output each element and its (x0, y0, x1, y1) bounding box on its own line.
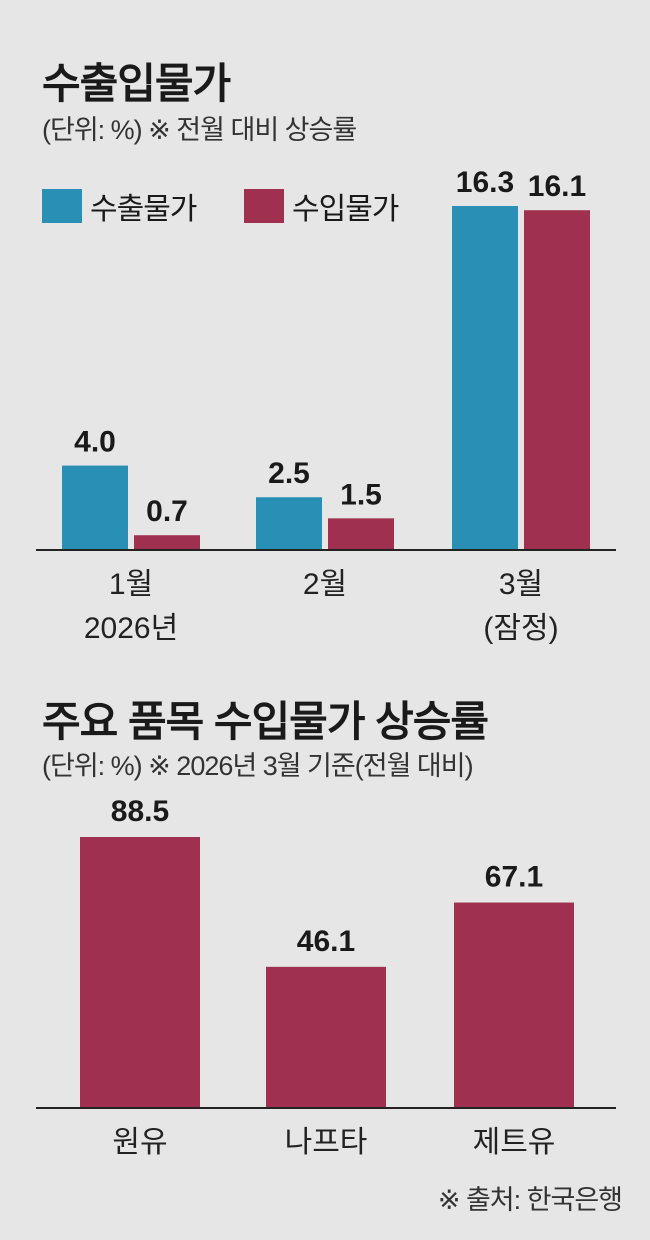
bar-import-2 (328, 518, 394, 550)
legend-label-export: 수출물가 (90, 193, 197, 226)
value-label-item-2: 46.1 (297, 925, 355, 958)
value-label-export-2: 2.5 (268, 457, 310, 490)
value-label-item-3: 67.1 (485, 861, 543, 894)
legend-swatch-export (42, 189, 82, 223)
x-tick-label-1: 1월 (109, 568, 153, 601)
x-tick-label-2: 2월 (303, 568, 347, 601)
chart2-subtitle: (단위: %) ※ 2026년 3월 기준(전월 대비) (42, 751, 474, 781)
legend-export: 수출물가 (42, 184, 197, 228)
value-label-import-3: 16.1 (528, 170, 586, 203)
x-tick-label-item-1: 원유 (112, 1126, 167, 1159)
x-tick-label-3-sub: (잠정) (483, 612, 558, 645)
value-label-item-1: 88.5 (111, 795, 169, 828)
source-note: ※ 출처: 한국은행 (437, 1185, 623, 1215)
value-label-import-2: 1.5 (340, 478, 382, 511)
value-label-export-3: 16.3 (456, 166, 514, 199)
x-tick-label-1-sub: 2026년 (84, 612, 178, 645)
bar-import-3 (524, 210, 590, 550)
value-label-import-1: 0.7 (146, 495, 188, 528)
bar-import-1 (134, 535, 200, 550)
chart2-title: 주요 품목 수입물가 상승률 (42, 698, 489, 745)
bar-export-2 (256, 497, 322, 550)
bar-item-3 (454, 902, 574, 1108)
chart1-subtitle: (단위: %) ※ 전월 대비 상승률 (42, 115, 357, 145)
value-label-export-1: 4.0 (74, 426, 116, 459)
x-tick-label-item-3: 제트유 (473, 1126, 556, 1159)
x-tick-label-item-2: 나프타 (285, 1126, 368, 1159)
x-tick-label-3: 3월 (499, 568, 543, 601)
bar-item-1 (80, 837, 200, 1108)
legend-import: 수입물가 (244, 184, 399, 228)
chart1-title: 수출입물가 (42, 60, 231, 107)
legend-swatch-import (244, 189, 284, 223)
bar-export-3 (452, 206, 518, 550)
legend-label-import: 수입물가 (292, 193, 399, 226)
bar-export-1 (62, 465, 128, 550)
bar-item-2 (266, 966, 386, 1108)
